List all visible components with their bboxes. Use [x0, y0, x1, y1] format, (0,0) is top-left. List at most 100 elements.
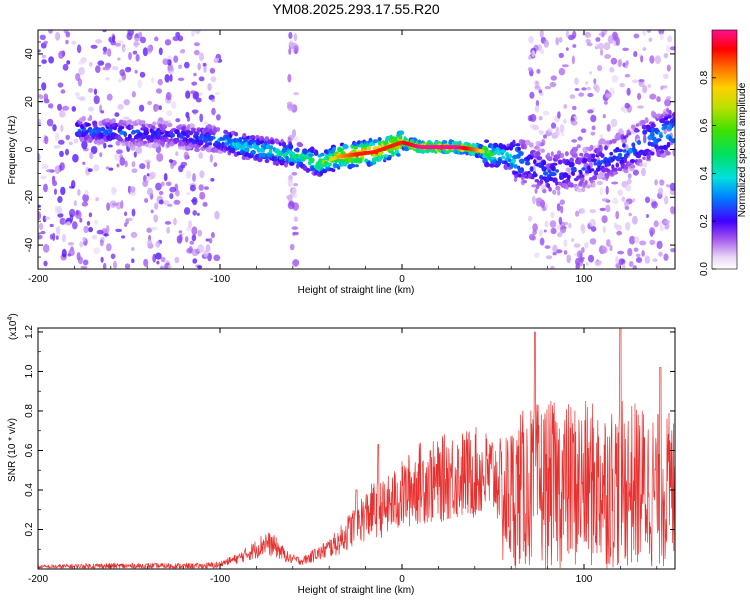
- snr-scale-factor: (x104): [7, 313, 19, 340]
- spectrogram-ridge-cell: [631, 142, 636, 147]
- spectrogram-noise-cell: [624, 102, 630, 109]
- spectrogram-noise-cell: [166, 226, 171, 234]
- spectrogram-noise-cell: [88, 212, 93, 218]
- spectrogram-noise-cell: [121, 235, 126, 239]
- spectrogram-noise-cell: [139, 36, 147, 44]
- spectrogram-noise-cell: [43, 40, 48, 45]
- spectrogram-noise-cell: [52, 176, 56, 185]
- spectrogram-noise-cell: [138, 31, 143, 39]
- spectrogram-noise-cell: [105, 243, 112, 252]
- spectrogram-noise-cell: [178, 165, 184, 173]
- spectrogram-ridge-cell: [533, 159, 537, 165]
- spectrogram-peak-cell: [481, 149, 485, 154]
- spectrogram-noise-cell: [648, 37, 653, 42]
- spectrogram-noise-cell: [628, 212, 632, 217]
- spectrogram-ridge-cell: [666, 151, 671, 156]
- spectrogram-noise-cell: [108, 167, 114, 171]
- spectrogram-noise-cell: [74, 92, 78, 96]
- spectrogram-ridge-cell: [349, 163, 356, 168]
- spectrogram-noise-cell: [650, 198, 656, 202]
- spectrogram-noise-cell: [647, 30, 651, 33]
- spectrogram-noise-cell: [647, 84, 652, 88]
- spectrogram-noise-cell: [122, 116, 130, 120]
- spectrogram-ridge-cell: [537, 146, 541, 152]
- spectrogram-ridge-cell: [542, 161, 547, 165]
- spectrogram-ridge-cell: [322, 169, 328, 174]
- spectrogram-noise-cell: [558, 52, 564, 59]
- spectrogram-ridge-cell: [569, 161, 575, 167]
- spectrogram-noise-cell: [43, 93, 49, 101]
- spectrogram-noise-cell: [156, 153, 164, 162]
- spectrogram-noise-cell: [41, 54, 47, 59]
- spectrogram-noise-cell: [572, 30, 577, 39]
- spectrogram-y-tick-label: -20: [24, 190, 35, 205]
- spectrogram-ridge-cell: [659, 149, 665, 154]
- spectrogram-noise-cell: [550, 227, 557, 235]
- spectrogram-noise-cell: [547, 127, 553, 133]
- spectrogram-noise-cell: [572, 44, 577, 48]
- spectrogram-noise-cell: [585, 81, 589, 85]
- spectrogram-noise-cell: [570, 120, 578, 126]
- spectrogram-noise-cell: [114, 152, 120, 161]
- spectrogram-ridge-cell: [581, 167, 586, 171]
- spectrogram-ridge-cell: [337, 166, 341, 170]
- spectrogram-noise-cell: [113, 260, 117, 269]
- spectrogram-ridge-cell: [636, 140, 642, 145]
- spectrogram-ridge-cell: [520, 176, 525, 180]
- spectrogram-noise-cell: [600, 48, 604, 56]
- spectrogram-noise-cell: [542, 110, 550, 116]
- spectrogram-ridge-cell: [560, 152, 565, 159]
- spectrogram-noise-cell: [117, 40, 124, 44]
- spectrogram-noise-cell: [130, 231, 138, 238]
- spectrogram-noise-cell: [558, 216, 563, 225]
- spectrogram-noise-cell: [197, 62, 201, 71]
- spectrogram-noise-cell: [587, 254, 595, 263]
- spectrogram-noise-cell: [41, 164, 49, 169]
- spectrogram-noise-cell: [38, 153, 41, 162]
- snr-y-tick-label: 1.0: [24, 364, 35, 378]
- spectrogram-noise-cell: [624, 73, 631, 78]
- spectrogram-noise-cell: [198, 152, 204, 159]
- spectrogram-ridge-cell: [270, 139, 275, 145]
- spectrogram-ridge-cell: [338, 148, 345, 152]
- spectrogram-noise-cell: [602, 114, 606, 119]
- spectrogram-noise-cell: [41, 59, 47, 64]
- spectrogram-noise-cell: [639, 240, 647, 246]
- spectrogram-noise-cell: [144, 198, 149, 203]
- spectrogram-noise-cell: [117, 57, 121, 61]
- spectrogram-noise-cell: [61, 233, 67, 243]
- spectrogram-noise-cell: [68, 141, 73, 146]
- spectrogram-noise-cell: [117, 78, 123, 83]
- colorbar-tick-label: 0.6: [699, 118, 710, 132]
- spectrogram-ridge-cell: [303, 149, 308, 155]
- spectrogram-noise-cell: [190, 199, 197, 203]
- spectrogram-noise-cell: [599, 186, 604, 196]
- spectrogram-noise-cell: [550, 265, 555, 269]
- spectrogram-noise-cell: [79, 96, 86, 101]
- spectrogram-ridge-cell: [668, 109, 672, 116]
- spectrogram-noise-cell: [576, 250, 583, 259]
- spectrogram-noise-cell: [587, 92, 594, 98]
- colorbar-tick-label: 0.4: [699, 166, 710, 180]
- snr-scale-exponent: 4: [7, 317, 14, 321]
- spectrogram-ridge-cell: [615, 162, 620, 168]
- spectrogram-ridge-cell: [639, 162, 643, 167]
- spectrogram-noise-cell: [214, 210, 220, 220]
- spectrogram-noise-cell: [75, 209, 79, 216]
- spectrogram-noise-cell: [654, 55, 662, 64]
- spectrogram-noise-cell: [87, 88, 94, 93]
- spectrogram-noise-cell: [654, 179, 658, 186]
- spectrogram-noise-cell: [204, 186, 209, 190]
- spectrogram-ridge-cell: [622, 149, 627, 153]
- spectrogram-noise-cell: [166, 181, 172, 187]
- spectrogram-noise-cell: [625, 60, 629, 65]
- spectrogram-noise-cell: [659, 179, 665, 186]
- spectrogram-noise-cell: [65, 31, 71, 38]
- spectrogram-noise-cell: [189, 240, 195, 245]
- spectrogram-noise-cell: [642, 30, 647, 37]
- spectrogram-noise-cell: [144, 159, 152, 164]
- spectrogram-noise-cell: [192, 173, 196, 182]
- spectrogram-ridge-cell: [188, 130, 194, 136]
- spectrogram-noise-cell: [191, 226, 198, 236]
- spectrogram-ridge-cell: [617, 167, 623, 172]
